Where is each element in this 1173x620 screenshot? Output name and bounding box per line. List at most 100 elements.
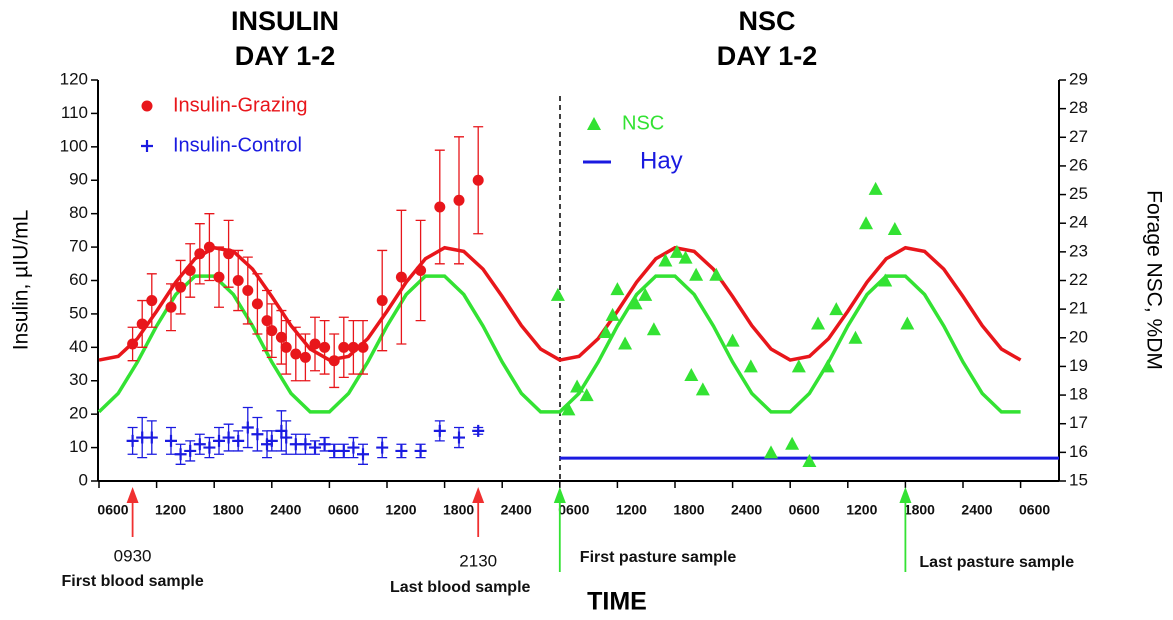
- data-point: [725, 333, 740, 347]
- x-tick-label: 2400: [961, 502, 992, 518]
- data-point: [743, 359, 758, 373]
- data-point: [299, 351, 311, 363]
- y-tick-label: 20: [69, 404, 88, 423]
- data-point: [203, 441, 216, 454]
- data-point: [570, 379, 585, 393]
- data-point: [265, 434, 278, 447]
- y-tick-label: 0: [79, 470, 88, 489]
- data-point: [453, 194, 465, 206]
- data-point: [193, 438, 206, 451]
- data-point: [472, 174, 484, 186]
- data-point: [337, 444, 350, 457]
- data-point: [174, 448, 187, 461]
- data-point: [638, 287, 653, 301]
- y2-tick-label: 23: [1069, 241, 1088, 260]
- y2-tick-label: 24: [1069, 213, 1088, 232]
- x-tick-label: 2400: [501, 502, 532, 518]
- y2-tick-label: 20: [1069, 327, 1088, 346]
- y2-tick-label: 27: [1069, 127, 1088, 146]
- data-point: [764, 445, 778, 459]
- data-point: [203, 241, 215, 253]
- line: [97, 274, 1021, 414]
- line: [98, 245, 1022, 362]
- x-tick-label: 0600: [789, 502, 820, 518]
- data-point: [610, 282, 625, 296]
- data-point: [126, 434, 139, 447]
- x-tick-label: 0600: [328, 502, 359, 518]
- legend-label: Insulin-Control: [173, 134, 302, 156]
- x-tick-label: 0600: [1019, 502, 1050, 518]
- data-point: [299, 438, 312, 451]
- data-point: [820, 359, 835, 373]
- data-point: [785, 436, 800, 450]
- x-axis-label: TIME: [587, 588, 647, 616]
- data-point: [472, 424, 485, 437]
- y-tick-label: 120: [60, 69, 88, 88]
- data-point: [318, 438, 331, 451]
- x-tick-label: 1200: [846, 502, 877, 518]
- y-tick-label: 10: [69, 437, 88, 456]
- panel-subtitle: DAY 1-2: [235, 41, 336, 71]
- annotation-text: Last pasture sample: [919, 554, 1074, 571]
- data-point: [165, 434, 177, 447]
- data-point: [848, 330, 863, 344]
- y2-tick-label: 22: [1069, 270, 1088, 289]
- y-tick-label: 100: [60, 136, 88, 155]
- data-point: [213, 434, 225, 447]
- data-point: [598, 325, 613, 339]
- y2-tick-label: 28: [1069, 98, 1088, 117]
- data-point: [802, 453, 817, 467]
- annotation-arrowhead: [899, 487, 912, 503]
- y-tick-label: 70: [69, 237, 88, 256]
- y-tick-label: 60: [69, 270, 88, 289]
- data-point: [184, 264, 196, 276]
- data-point: [646, 322, 661, 336]
- data-point: [232, 434, 245, 447]
- data-point: [395, 444, 408, 457]
- data-point: [251, 428, 264, 441]
- legend-label: NSC: [622, 112, 664, 134]
- data-point: [811, 316, 826, 330]
- y-tick-label: 50: [69, 303, 88, 322]
- data-point: [669, 244, 684, 258]
- data-point: [146, 295, 158, 307]
- x-tick-label: 0600: [558, 502, 589, 518]
- data-point: [232, 275, 244, 286]
- data-point: [434, 201, 446, 213]
- data-point: [275, 331, 287, 343]
- data-point: [376, 441, 389, 454]
- data-point: [868, 181, 883, 195]
- data-point: [222, 431, 235, 444]
- data-point: [347, 341, 359, 353]
- data-point: [453, 431, 465, 444]
- y2-tick-label: 19: [1069, 356, 1088, 375]
- y2-axis-label: Forage NSC, %DM: [1142, 190, 1165, 370]
- panel-title: INSULIN: [231, 6, 339, 36]
- data-point: [376, 295, 388, 307]
- legend-marker: [141, 100, 153, 112]
- data-point: [695, 382, 710, 396]
- data-point: [328, 355, 340, 367]
- data-point: [266, 325, 278, 337]
- data-point: [415, 264, 427, 276]
- data-point: [433, 424, 446, 437]
- legend-label: Insulin-Grazing: [173, 94, 308, 116]
- data-point: [309, 338, 321, 350]
- data-point: [261, 315, 273, 327]
- y-tick-label: 30: [69, 370, 88, 389]
- legend-marker: [587, 117, 601, 130]
- y-axis-label: Insulin, µIU/mL: [10, 210, 33, 350]
- x-tick-label: 1800: [673, 502, 704, 518]
- data-point: [709, 267, 724, 281]
- annotation-time: 0930: [114, 546, 152, 565]
- data-point: [829, 302, 844, 316]
- data-point: [290, 348, 302, 360]
- y2-tick-label: 15: [1069, 470, 1088, 489]
- annotation-time: 2130: [459, 551, 497, 570]
- data-point: [280, 431, 293, 444]
- data-point: [678, 250, 693, 264]
- data-point: [275, 424, 288, 437]
- x-tick-label: 1800: [443, 502, 474, 518]
- data-point: [175, 281, 187, 293]
- y2-tick-label: 26: [1069, 155, 1088, 174]
